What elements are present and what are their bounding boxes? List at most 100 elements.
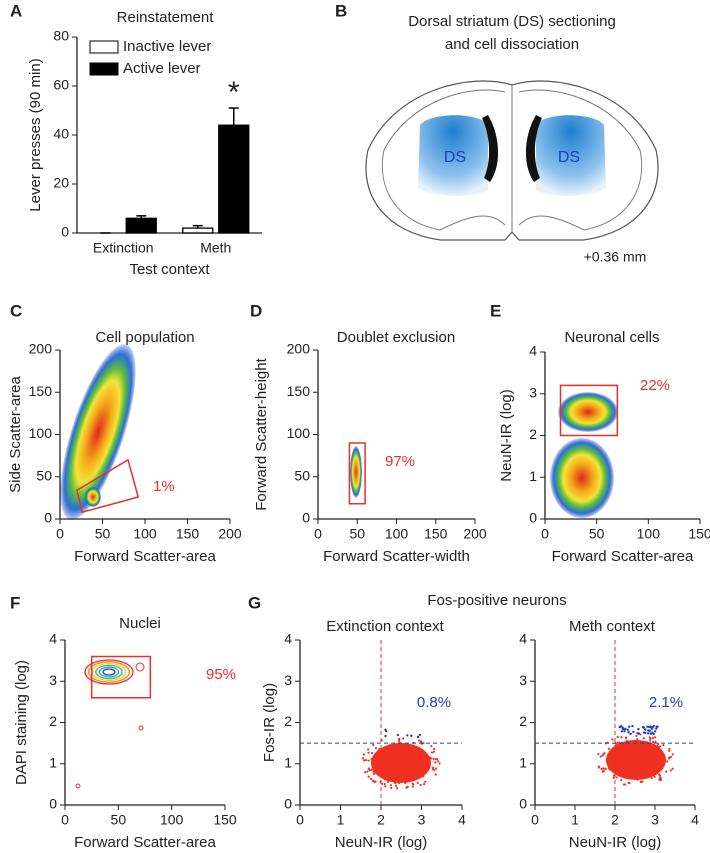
y-axis-label: Lever presses (90 min) xyxy=(27,58,44,211)
event-dot xyxy=(404,748,407,751)
event-dot xyxy=(372,770,375,773)
event-dot xyxy=(382,769,385,772)
event-dot xyxy=(638,761,641,764)
event-dot xyxy=(395,774,398,777)
brain-contour xyxy=(439,85,585,232)
event-dot xyxy=(655,725,658,728)
event-dot xyxy=(403,777,406,780)
event-dot xyxy=(615,776,618,779)
event-dot xyxy=(620,730,624,733)
event-dot xyxy=(393,766,396,769)
event-dot xyxy=(654,757,657,760)
x-tick-label: 200 xyxy=(218,526,242,542)
event-dot xyxy=(612,776,615,779)
event-dot xyxy=(426,768,429,771)
event-dot xyxy=(611,738,614,741)
event-dot xyxy=(419,783,422,787)
event-dot xyxy=(643,731,647,735)
event-dot xyxy=(388,777,391,780)
panel: Meth context 0 1 2 3 4 NeuN-IR (log) 0 1 2 3 4 2.1% xyxy=(519,618,699,851)
event-dot xyxy=(666,760,669,763)
event-dot xyxy=(669,755,673,759)
event-dot xyxy=(418,739,421,742)
event-dot xyxy=(408,774,411,778)
x-tick-label: 1 xyxy=(571,812,579,828)
y-tick-label: 50 xyxy=(36,467,52,483)
event-dot xyxy=(651,741,655,744)
event-dot xyxy=(630,748,633,751)
x-axis-label: Forward Scatter-area xyxy=(74,834,216,851)
event-dot xyxy=(393,781,397,784)
event-dot xyxy=(398,737,401,740)
event-dot xyxy=(616,752,619,755)
event-dot xyxy=(395,755,398,758)
event-dot xyxy=(620,748,623,751)
event-dot xyxy=(627,731,630,734)
event-dot xyxy=(621,726,624,729)
event-dot xyxy=(648,729,651,732)
event-dot xyxy=(647,759,650,762)
event-dot xyxy=(386,780,390,784)
event-dot xyxy=(401,763,404,766)
x-tick-label: 2 xyxy=(611,812,619,828)
y-tick-label: 4 xyxy=(284,631,292,647)
coordinate-label: +0.36 mm xyxy=(584,249,647,265)
x-tick-label: 4 xyxy=(458,812,466,828)
event-dot xyxy=(367,775,370,778)
gate xyxy=(559,384,619,437)
brain-diagram: B Dorsal striatum (DS) sectioning and ce… xyxy=(335,1,659,265)
event-dot xyxy=(392,758,395,761)
y-tick-label: 0 xyxy=(519,796,527,812)
event-dot xyxy=(433,769,436,772)
event-dot xyxy=(389,784,392,787)
y-tick-label: 2 xyxy=(519,713,527,729)
event-cloud xyxy=(550,438,614,518)
x-axis-label: NeuN-IR (log) xyxy=(569,834,662,851)
event-dot xyxy=(438,762,441,765)
event-dot xyxy=(425,764,428,767)
event-dot xyxy=(653,730,657,733)
event-dot xyxy=(644,728,647,731)
event-dot xyxy=(623,772,626,775)
event-dot xyxy=(659,779,662,782)
event-dot xyxy=(602,767,605,770)
panel: A Reinstatement 0 20 40 60 80 Lever presses (90… xyxy=(10,1,262,278)
event-dot xyxy=(410,779,413,782)
event-dot xyxy=(397,748,400,751)
x-tick-label: 1 xyxy=(337,812,345,828)
event-dot xyxy=(646,725,649,728)
event-dot xyxy=(646,765,649,769)
x-tick-label: 0 xyxy=(531,812,539,828)
event-dot xyxy=(402,737,405,740)
contour-ring xyxy=(98,666,120,678)
y-tick-label: 3 xyxy=(529,384,537,400)
event-dot xyxy=(390,786,393,790)
event-dot xyxy=(648,739,652,742)
y-tick-label: 3 xyxy=(49,672,57,688)
y-tick-label: 20 xyxy=(53,175,69,191)
event-dot xyxy=(669,769,672,772)
x-tick-label: 150 xyxy=(424,526,448,542)
y-tick-label: 200 xyxy=(29,341,53,357)
y-tick-label: 0 xyxy=(44,510,52,526)
event-dot xyxy=(620,778,623,782)
event-dot xyxy=(399,755,402,759)
event-dot xyxy=(400,778,404,781)
x-tick-label: 150 xyxy=(176,526,200,542)
event-dot xyxy=(388,749,391,753)
event-dot xyxy=(623,783,626,786)
quadrant-label: 2.1% xyxy=(649,694,683,711)
event-dot xyxy=(631,761,634,765)
x-tick-label: 100 xyxy=(637,526,661,542)
event-dot xyxy=(421,758,424,761)
event-dot xyxy=(405,770,408,774)
bar xyxy=(182,227,214,234)
event-dot xyxy=(609,768,612,771)
event-dot xyxy=(417,759,420,763)
event-dot xyxy=(411,785,415,788)
gate-label: 95% xyxy=(206,666,236,683)
legend-swatch xyxy=(89,40,119,54)
event-dot xyxy=(625,736,628,739)
event-dot xyxy=(649,744,652,747)
event-dot xyxy=(364,771,367,774)
